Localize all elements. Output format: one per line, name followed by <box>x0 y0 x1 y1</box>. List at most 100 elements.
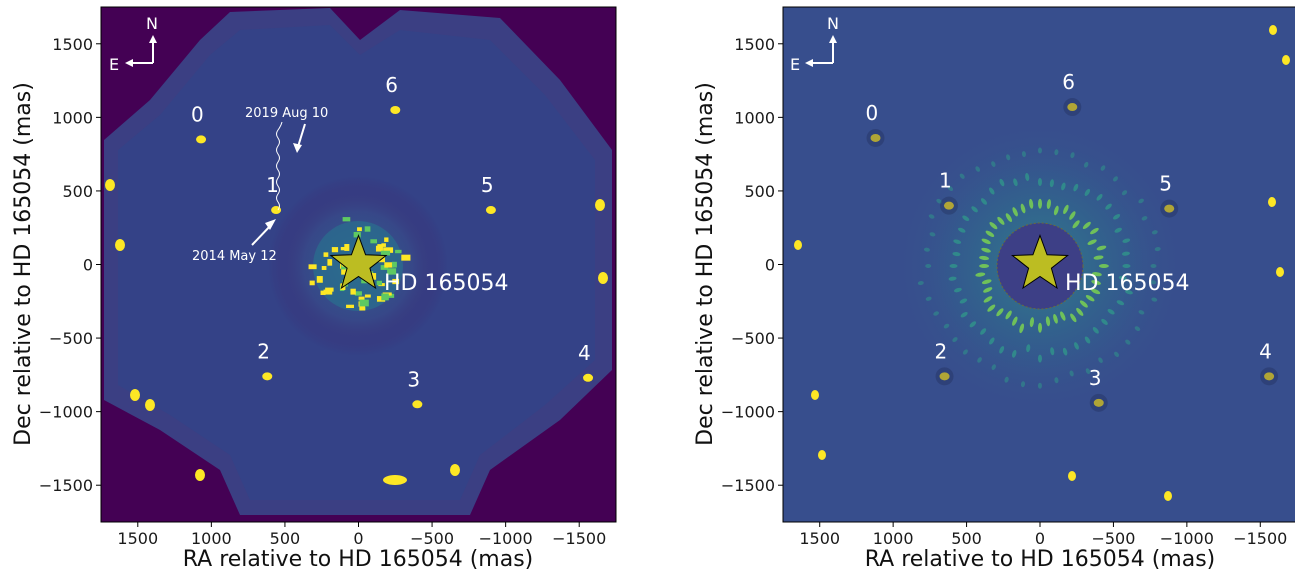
y-tick-label: 500 <box>62 182 93 201</box>
edge-source <box>818 450 826 460</box>
speckle-ray <box>1053 205 1059 216</box>
edge-source <box>1276 267 1284 277</box>
speckle-ray <box>975 166 981 172</box>
x-tick-label: 500 <box>270 529 301 548</box>
speckle-ray <box>1045 316 1051 327</box>
core-speckle <box>383 247 394 253</box>
source-1-label: 1 <box>939 169 952 193</box>
edge-artifact <box>115 239 125 251</box>
source-5-point <box>1164 204 1175 213</box>
speckle-ray <box>1141 216 1148 221</box>
speckle-ray <box>1004 376 1009 383</box>
speckle-ray <box>952 251 961 257</box>
speckle-ray <box>1090 288 1101 295</box>
core-speckle <box>323 252 329 257</box>
edge-source <box>1282 55 1290 65</box>
y-tick-label: −500 <box>731 329 775 348</box>
speckle-ray <box>997 216 1005 225</box>
edge-artifact <box>195 469 205 481</box>
speckle-ray <box>1091 272 1102 277</box>
speckle-ray <box>987 304 996 312</box>
source-2-shadow <box>935 367 954 386</box>
speckle-ray <box>1096 245 1107 251</box>
trajectory-squiggle <box>276 121 283 211</box>
arrowhead-2014 <box>265 219 276 230</box>
speckle-ray <box>1083 161 1089 168</box>
speckle-ray <box>1061 182 1066 191</box>
north-label: N <box>146 14 158 33</box>
speckle-ray <box>954 287 962 293</box>
speckle-ray <box>1029 198 1034 209</box>
speckle-ray <box>999 346 1005 354</box>
speckle-ray <box>1070 313 1077 323</box>
right-edge-sources <box>794 25 1290 501</box>
speckle-ray <box>991 161 996 167</box>
core-speckle <box>375 245 383 252</box>
speckle-ray <box>1090 227 1099 235</box>
source-2-point <box>262 372 273 381</box>
speckle-ray <box>925 264 932 268</box>
edge-artifact <box>450 464 460 476</box>
speckle-ray <box>1070 152 1075 159</box>
speckle-ray <box>1134 326 1141 331</box>
y-tick-label: 1000 <box>52 108 93 127</box>
core-speckle <box>359 303 366 311</box>
speckle-ray <box>1038 198 1043 209</box>
speckle-ray <box>996 308 1004 317</box>
speckle-ray <box>1122 238 1131 243</box>
y-tick-label: 1500 <box>52 35 93 54</box>
speckle-ray <box>999 178 1005 187</box>
speckle-ray <box>1046 199 1051 210</box>
speckle-ray <box>1054 377 1059 384</box>
speckle-ray <box>1096 194 1103 201</box>
y-tick-label: −1000 <box>721 403 775 422</box>
speckle-ray <box>1114 351 1119 357</box>
source-5-label: 5 <box>1159 172 1172 196</box>
core-speckle <box>391 261 397 268</box>
source-3-point <box>412 400 423 409</box>
core-speckle <box>378 257 386 263</box>
core-speckle <box>323 289 333 295</box>
speckle-ray <box>1138 198 1144 204</box>
speckle-ray <box>925 296 932 301</box>
speckle-ray <box>1063 204 1069 215</box>
speckle-ray <box>933 311 939 316</box>
speckle-ray <box>1101 318 1108 325</box>
speckle-ray <box>923 247 930 252</box>
speckle-ray <box>1154 247 1161 252</box>
speckle-ray <box>962 215 970 221</box>
speckle-ray <box>1113 214 1121 220</box>
speckle-ray <box>981 238 991 245</box>
source-5-point <box>485 206 496 215</box>
speckle-ray <box>1098 264 1109 268</box>
y-tick-label: 0 <box>83 256 93 275</box>
edge-artifact <box>145 399 155 411</box>
speckle-ray <box>1050 347 1055 356</box>
core-speckle <box>401 254 411 261</box>
star-label: HD 165054 <box>384 271 508 296</box>
speckle-ray <box>1084 336 1091 344</box>
speckle-ray <box>979 255 990 261</box>
speckle-ray <box>1150 280 1157 285</box>
speckle-ray <box>948 276 957 281</box>
core-speckle <box>392 278 400 285</box>
speckle-ray <box>1107 308 1115 315</box>
core-speckle <box>316 276 323 283</box>
source-4-shadow <box>1260 367 1279 386</box>
speckle-ray <box>983 296 993 303</box>
speckle-ray <box>1062 347 1068 356</box>
speckle-ray <box>1100 165 1106 171</box>
speckle-ray <box>989 337 995 345</box>
speckle-ray <box>1026 344 1031 353</box>
core-speckle <box>381 293 389 301</box>
speckle-ray <box>1037 178 1042 186</box>
east-label: E <box>109 55 119 74</box>
speckle-ray <box>1020 203 1026 214</box>
source-5-shadow <box>1160 199 1179 218</box>
right-speckle-rays <box>917 147 1161 389</box>
speckle-ray <box>943 323 950 329</box>
arrowhead-2019 <box>293 143 302 153</box>
y-tick-label: −1000 <box>39 403 93 422</box>
